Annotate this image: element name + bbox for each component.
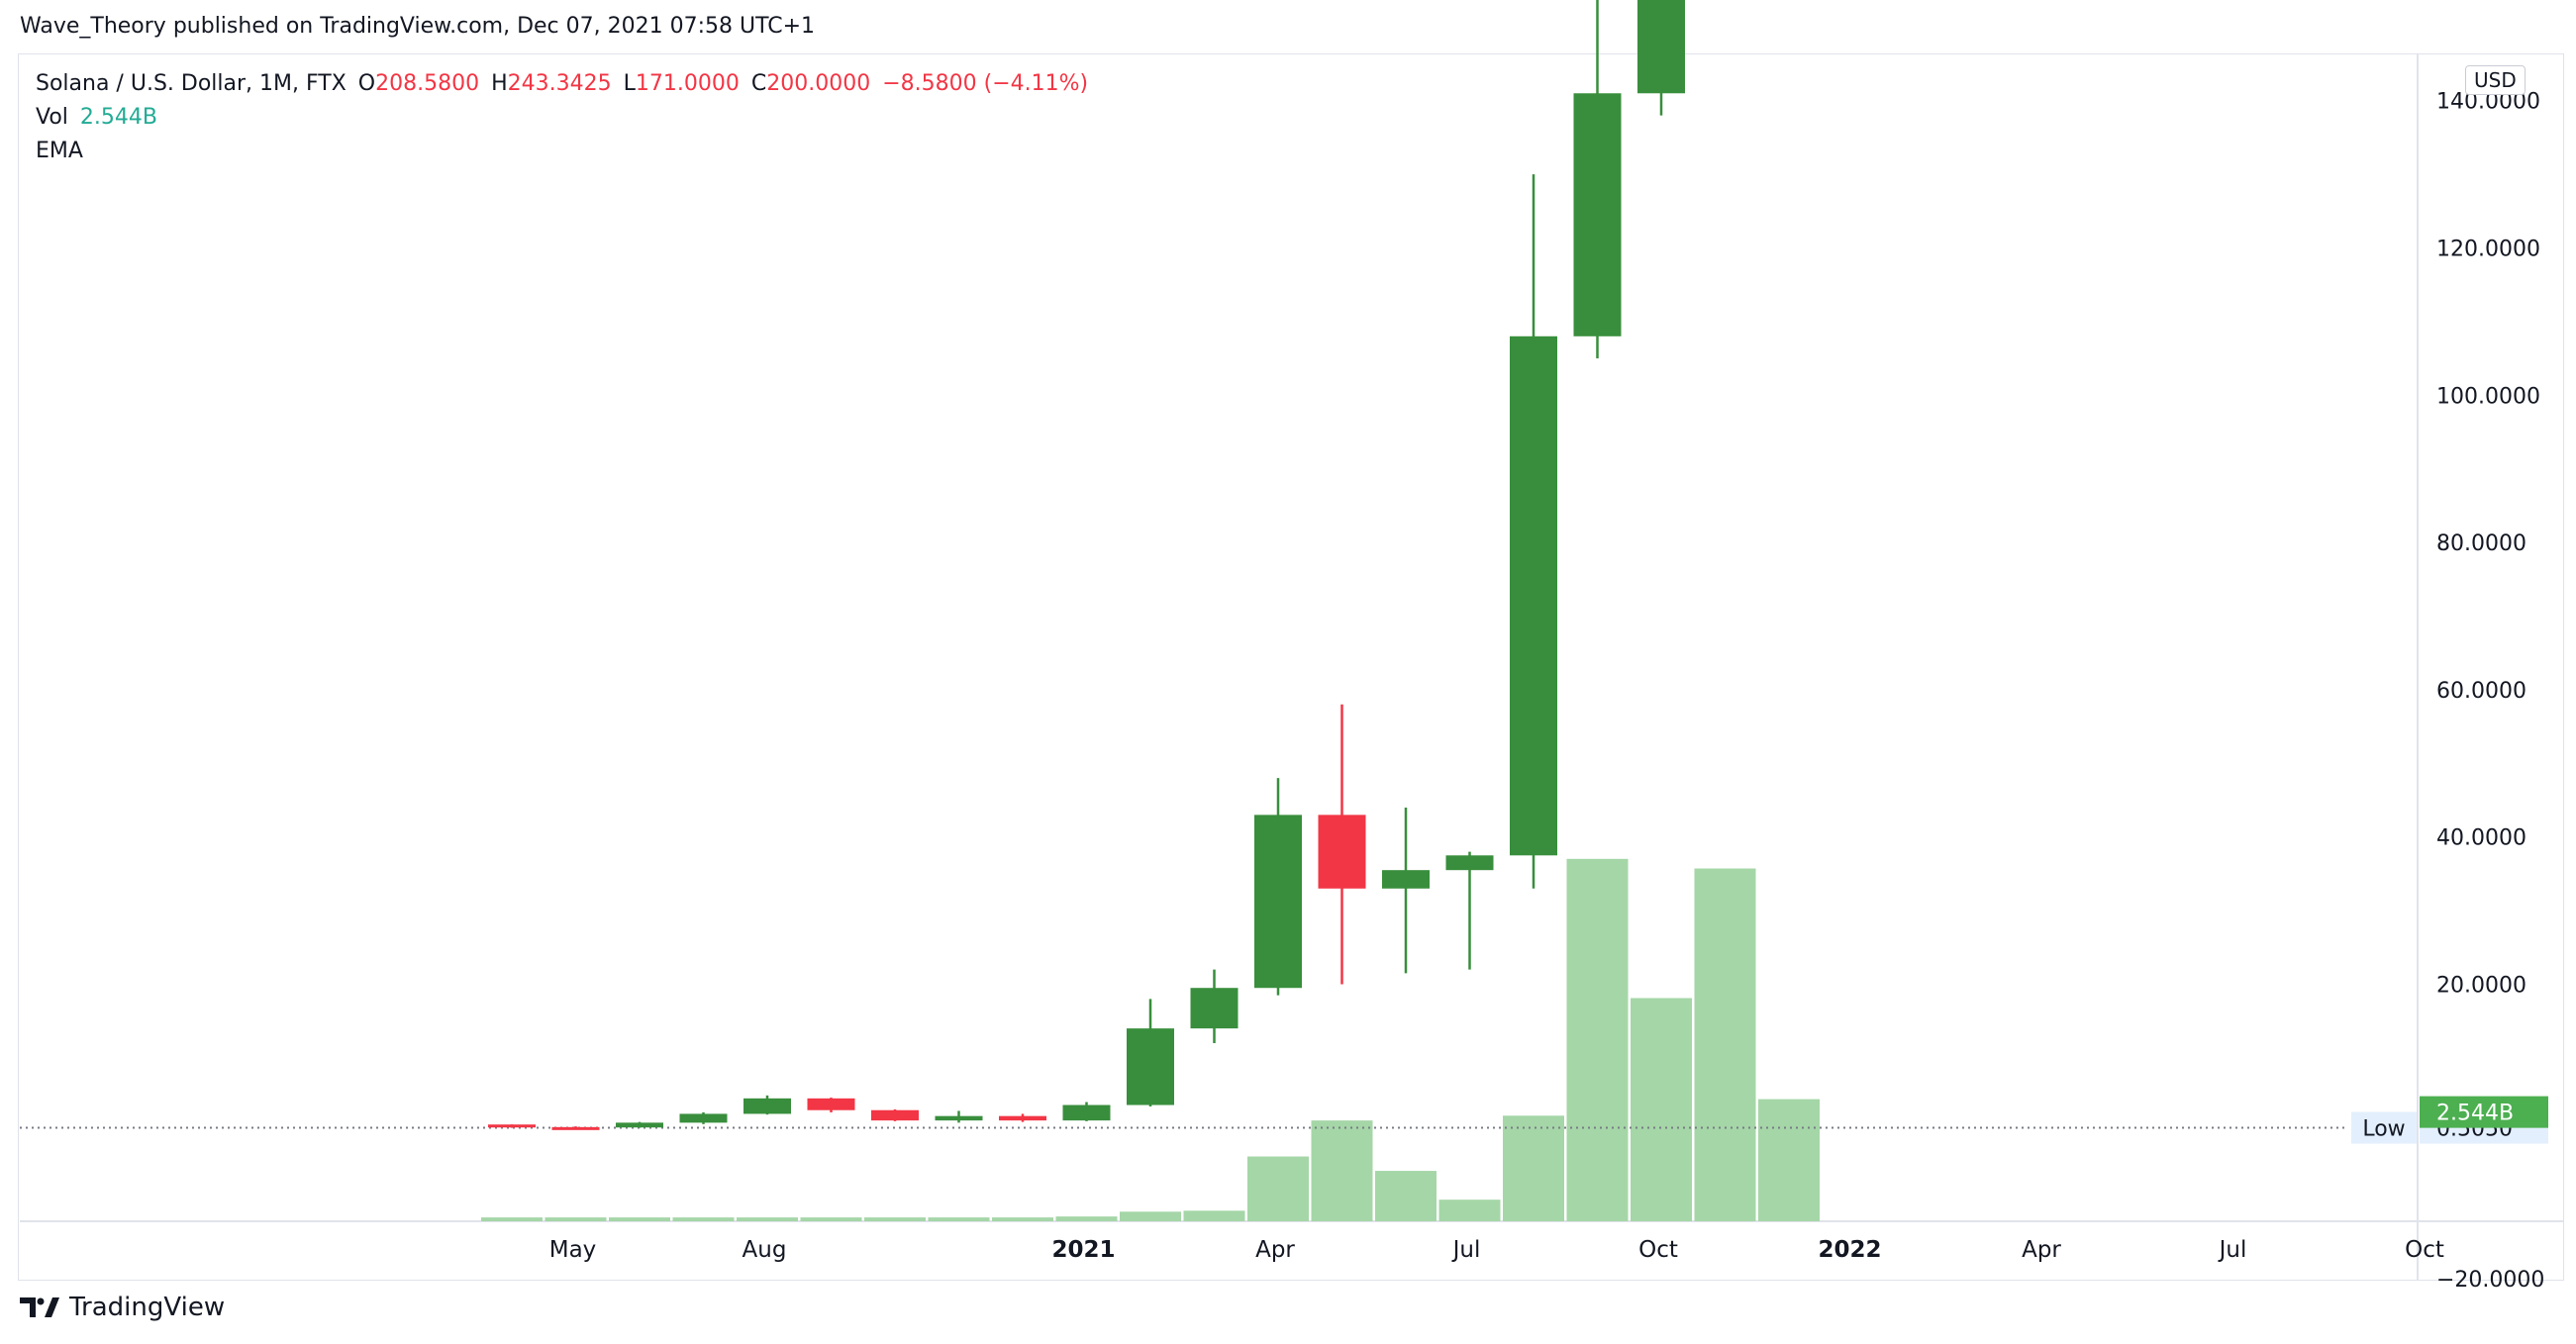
time-tick-label: Apr	[1255, 1237, 1295, 1263]
volume-bar	[1694, 868, 1756, 1221]
candle-body[interactable]	[807, 1098, 855, 1110]
candle-body[interactable]	[935, 1115, 983, 1121]
volume-bar	[928, 1217, 990, 1221]
time-tick-label: Jul	[2218, 1237, 2247, 1263]
volume-bar	[1247, 1156, 1309, 1221]
legend-high-label: H	[491, 71, 508, 96]
volume-bar	[992, 1217, 1053, 1221]
price-tick-label: 120.0000	[2436, 238, 2540, 262]
candle-body[interactable]	[1510, 336, 1557, 856]
price-tick-label: 20.0000	[2436, 974, 2526, 999]
chart-legend: Solana / U.S. Dollar, 1M, FTX O 208.5800…	[36, 67, 1088, 168]
time-tick-label: 2021	[1051, 1237, 1115, 1263]
volume-bar	[800, 1217, 862, 1221]
legend-ema-label: EMA	[36, 139, 83, 163]
volume-bar	[1566, 858, 1629, 1221]
volume-bar	[672, 1217, 735, 1221]
time-tick-label: Oct	[2405, 1237, 2444, 1263]
legend-change: −8.5800 (−4.11%)	[882, 71, 1089, 96]
legend-symbol[interactable]: Solana / U.S. Dollar, 1M, FTX	[36, 71, 347, 96]
candle-body[interactable]	[871, 1109, 919, 1121]
legend-high-value: 243.3425	[507, 71, 612, 96]
legend-open-value: 208.5800	[375, 71, 480, 96]
low-label-bg	[2351, 1111, 2417, 1144]
legend-open-label: O	[357, 71, 376, 96]
publisher-attribution: Wave_Theory published on TradingView.com…	[20, 14, 816, 39]
volume-bar	[609, 1217, 670, 1221]
candle-body[interactable]	[1445, 855, 1494, 871]
tradingview-logo-icon	[20, 1297, 59, 1317]
candle-body[interactable]	[1318, 815, 1366, 889]
candle-body[interactable]	[551, 1126, 600, 1130]
time-tick-label: Aug	[743, 1237, 787, 1263]
volume-bar	[864, 1217, 926, 1221]
low-label: Low	[2362, 1117, 2405, 1142]
volume-bar	[1503, 1115, 1564, 1221]
volume-bar	[1183, 1210, 1245, 1221]
volume-bar	[1120, 1211, 1181, 1221]
time-tick-label: Apr	[2022, 1237, 2061, 1263]
volume-bar	[1758, 1099, 1820, 1221]
price-tick-label: 80.0000	[2436, 531, 2526, 556]
price-tick-label: −20.0000	[2436, 1268, 2544, 1293]
legend-ohlc-row: Solana / U.S. Dollar, 1M, FTX O 208.5800…	[36, 67, 1088, 101]
legend-volume-row[interactable]: Vol 2.544B	[36, 101, 1088, 135]
candle-body[interactable]	[1382, 870, 1430, 889]
candle-body[interactable]	[1190, 988, 1238, 1029]
volume-bar	[737, 1217, 798, 1221]
currency-button[interactable]: USD	[2465, 65, 2526, 95]
candle-body[interactable]	[488, 1124, 536, 1128]
price-tick-label: 40.0000	[2436, 826, 2526, 851]
volume-bar	[1438, 1200, 1501, 1221]
volume-bar	[545, 1217, 607, 1221]
legend-close-value: 200.0000	[766, 71, 871, 96]
volume-badge-bg	[2420, 1096, 2548, 1128]
candle-body[interactable]	[1573, 93, 1622, 336]
candle-body[interactable]	[999, 1115, 1046, 1121]
legend-close-label: C	[750, 71, 767, 96]
volume-bar	[1311, 1120, 1373, 1221]
candle-body[interactable]	[1254, 815, 1302, 989]
time-tick-label: Oct	[1638, 1237, 1678, 1263]
candle-body[interactable]	[1062, 1104, 1111, 1121]
candle-body[interactable]	[616, 1122, 663, 1128]
candle-body[interactable]	[1127, 1028, 1174, 1105]
volume-bar	[1055, 1216, 1118, 1221]
volume-bar	[481, 1217, 543, 1221]
legend-low-label: L	[623, 71, 636, 96]
footer-brand-name: TradingView	[69, 1293, 226, 1322]
volume-bar	[1631, 998, 1692, 1221]
footer-branding[interactable]: TradingView	[20, 1293, 225, 1322]
legend-volume-value: 2.544B	[79, 105, 157, 130]
candle-body[interactable]	[743, 1098, 791, 1114]
candle-body[interactable]	[679, 1113, 728, 1123]
time-tick-label: Jul	[1451, 1237, 1481, 1263]
volume-badge-value: 2.544B	[2436, 1102, 2514, 1126]
volume-bar	[1375, 1171, 1437, 1221]
price-tick-label: 60.0000	[2436, 679, 2526, 704]
candle-body[interactable]	[1637, 0, 1685, 94]
chart-frame[interactable]	[18, 53, 2564, 1281]
time-tick-label: May	[549, 1237, 597, 1263]
time-tick-label: 2022	[1818, 1237, 1881, 1263]
legend-low-value: 171.0000	[635, 71, 740, 96]
legend-ema-row[interactable]: EMA	[36, 135, 1088, 168]
legend-volume-label: Vol	[36, 105, 68, 130]
price-tick-label: 100.0000	[2436, 384, 2540, 409]
